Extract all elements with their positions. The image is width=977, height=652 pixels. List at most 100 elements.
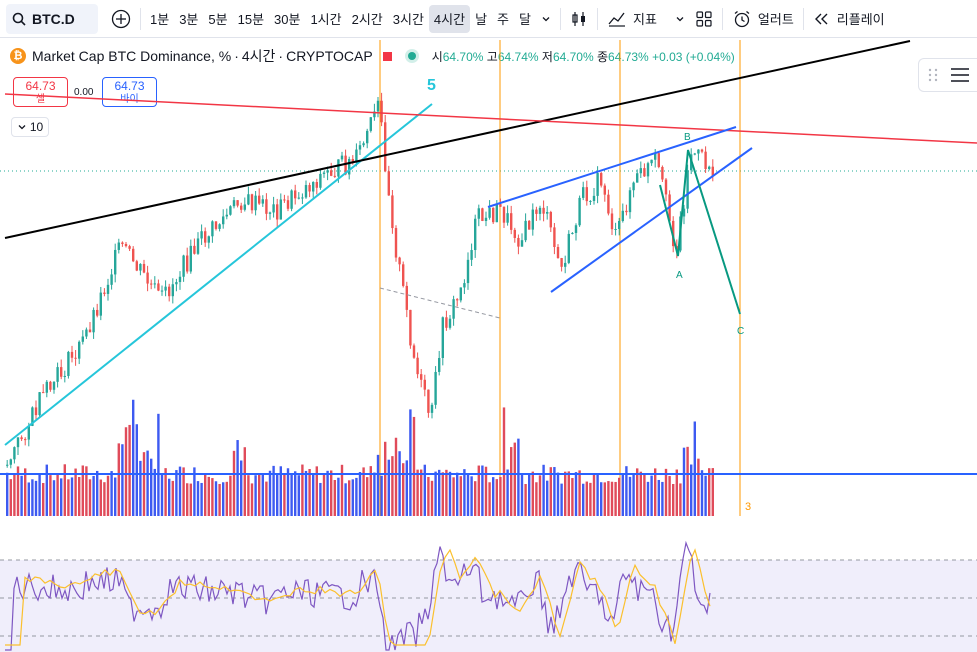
candle-body <box>445 317 448 328</box>
indicators-button[interactable]: 지표 <box>602 5 662 33</box>
quantity-selector[interactable]: 10 <box>11 117 49 137</box>
legend-interval: 4시간 <box>241 48 276 64</box>
volume-bar <box>92 475 95 516</box>
candle-body <box>42 392 45 394</box>
interval-4[interactable]: 15분 <box>237 12 265 27</box>
price-chart[interactable]: 5 B A C 3 <box>0 38 977 652</box>
candle-body <box>531 209 534 230</box>
candle-body <box>434 371 437 405</box>
object-tree-panel[interactable] <box>918 58 977 92</box>
candle-body <box>553 227 556 248</box>
replay-button[interactable]: 리플레이 <box>808 5 890 33</box>
volume-bar <box>445 469 448 516</box>
quantity-value: 10 <box>29 120 44 134</box>
volume-bar <box>6 472 9 516</box>
candle-body <box>376 100 380 112</box>
buy-button[interactable]: 64.73 바이 <box>102 77 157 107</box>
candle-body <box>297 197 300 199</box>
candle-body <box>272 204 275 213</box>
candle-body <box>484 217 488 222</box>
candle-body <box>405 285 408 310</box>
candle-body <box>578 197 581 226</box>
candle-body <box>524 220 527 241</box>
candle-body <box>6 464 9 466</box>
candle-body <box>225 214 228 217</box>
interval-1[interactable]: 1분 <box>150 12 170 27</box>
volume-bar <box>272 465 275 516</box>
volume-bar <box>373 472 376 516</box>
volume-bar <box>510 447 513 516</box>
candle-body <box>488 207 491 218</box>
candle-body <box>52 381 56 390</box>
candle-body <box>315 182 318 188</box>
indicators-dropdown[interactable] <box>670 5 690 33</box>
candle-body <box>438 357 441 372</box>
flag-icon[interactable] <box>382 51 392 61</box>
abc-wave-path <box>659 149 741 315</box>
interval-3[interactable]: 5분 <box>208 12 228 27</box>
candle-body <box>466 259 470 284</box>
chart-type-button[interactable] <box>565 5 593 33</box>
volume-bar <box>81 465 84 516</box>
volume-bar <box>340 464 344 516</box>
volume-bar <box>636 468 639 516</box>
volume-bar <box>661 481 664 516</box>
candle-body <box>585 187 588 202</box>
volume-bar <box>99 479 102 516</box>
legend-title[interactable]: Market Cap BTC Dominance, % <box>32 48 232 64</box>
alerts-button[interactable]: 얼러트 <box>727 5 799 33</box>
candle-body <box>193 245 196 254</box>
candle-body <box>600 173 603 186</box>
volume-bar <box>560 483 563 516</box>
candle-body <box>283 199 286 201</box>
candle-body <box>643 168 646 177</box>
candle-body <box>528 220 531 230</box>
symbol-search[interactable]: BTC.D <box>6 3 98 34</box>
candle-body <box>549 212 552 228</box>
volume-bar <box>355 477 358 516</box>
candle-body <box>682 208 686 217</box>
candle-body <box>369 117 372 131</box>
volume-bar <box>312 473 315 516</box>
candle-body <box>74 357 77 359</box>
candle-body <box>196 238 200 254</box>
interval-11[interactable]: 주 <box>497 12 510 27</box>
volume-bar <box>391 456 394 516</box>
volume-bar <box>168 478 171 516</box>
candle-body <box>596 173 599 196</box>
candle-body <box>502 206 506 223</box>
candle-body <box>63 375 66 377</box>
interval-dropdown[interactable] <box>536 5 556 33</box>
drag-handle-icon[interactable] <box>927 67 939 83</box>
interval-8[interactable]: 3시간 <box>392 12 424 27</box>
compare-add-button[interactable] <box>106 5 136 33</box>
candle-body <box>70 351 74 358</box>
volume-bar <box>56 472 59 516</box>
candle-body <box>24 439 27 441</box>
candle-body <box>574 225 578 233</box>
interval-2[interactable]: 3분 <box>179 12 199 27</box>
candle-body <box>380 100 383 123</box>
volume-bar <box>146 450 149 516</box>
interval-6[interactable]: 1시간 <box>310 12 342 27</box>
indicators-label: 지표 <box>632 12 657 27</box>
interval-10[interactable]: 날 <box>475 12 488 27</box>
interval-9[interactable]: 4시간 <box>428 4 471 33</box>
layouts-button[interactable] <box>690 5 718 33</box>
volume-bar <box>319 482 322 516</box>
sell-button[interactable]: 64.73 셀 <box>13 77 68 107</box>
volume-bar <box>614 481 617 516</box>
interval-12[interactable]: 달 <box>519 12 531 27</box>
volume-bar <box>481 465 484 516</box>
candle-body <box>589 200 592 202</box>
volume-bar <box>42 482 45 516</box>
candle-body <box>657 153 660 167</box>
interval-7[interactable]: 2시간 <box>351 12 383 27</box>
interval-5[interactable]: 30분 <box>274 12 301 27</box>
candle-body <box>697 149 700 154</box>
volume-bar <box>528 474 531 516</box>
volume-bar <box>218 483 221 516</box>
candle-body <box>333 175 336 177</box>
candle-body <box>373 111 376 118</box>
volume-bar <box>308 468 311 516</box>
